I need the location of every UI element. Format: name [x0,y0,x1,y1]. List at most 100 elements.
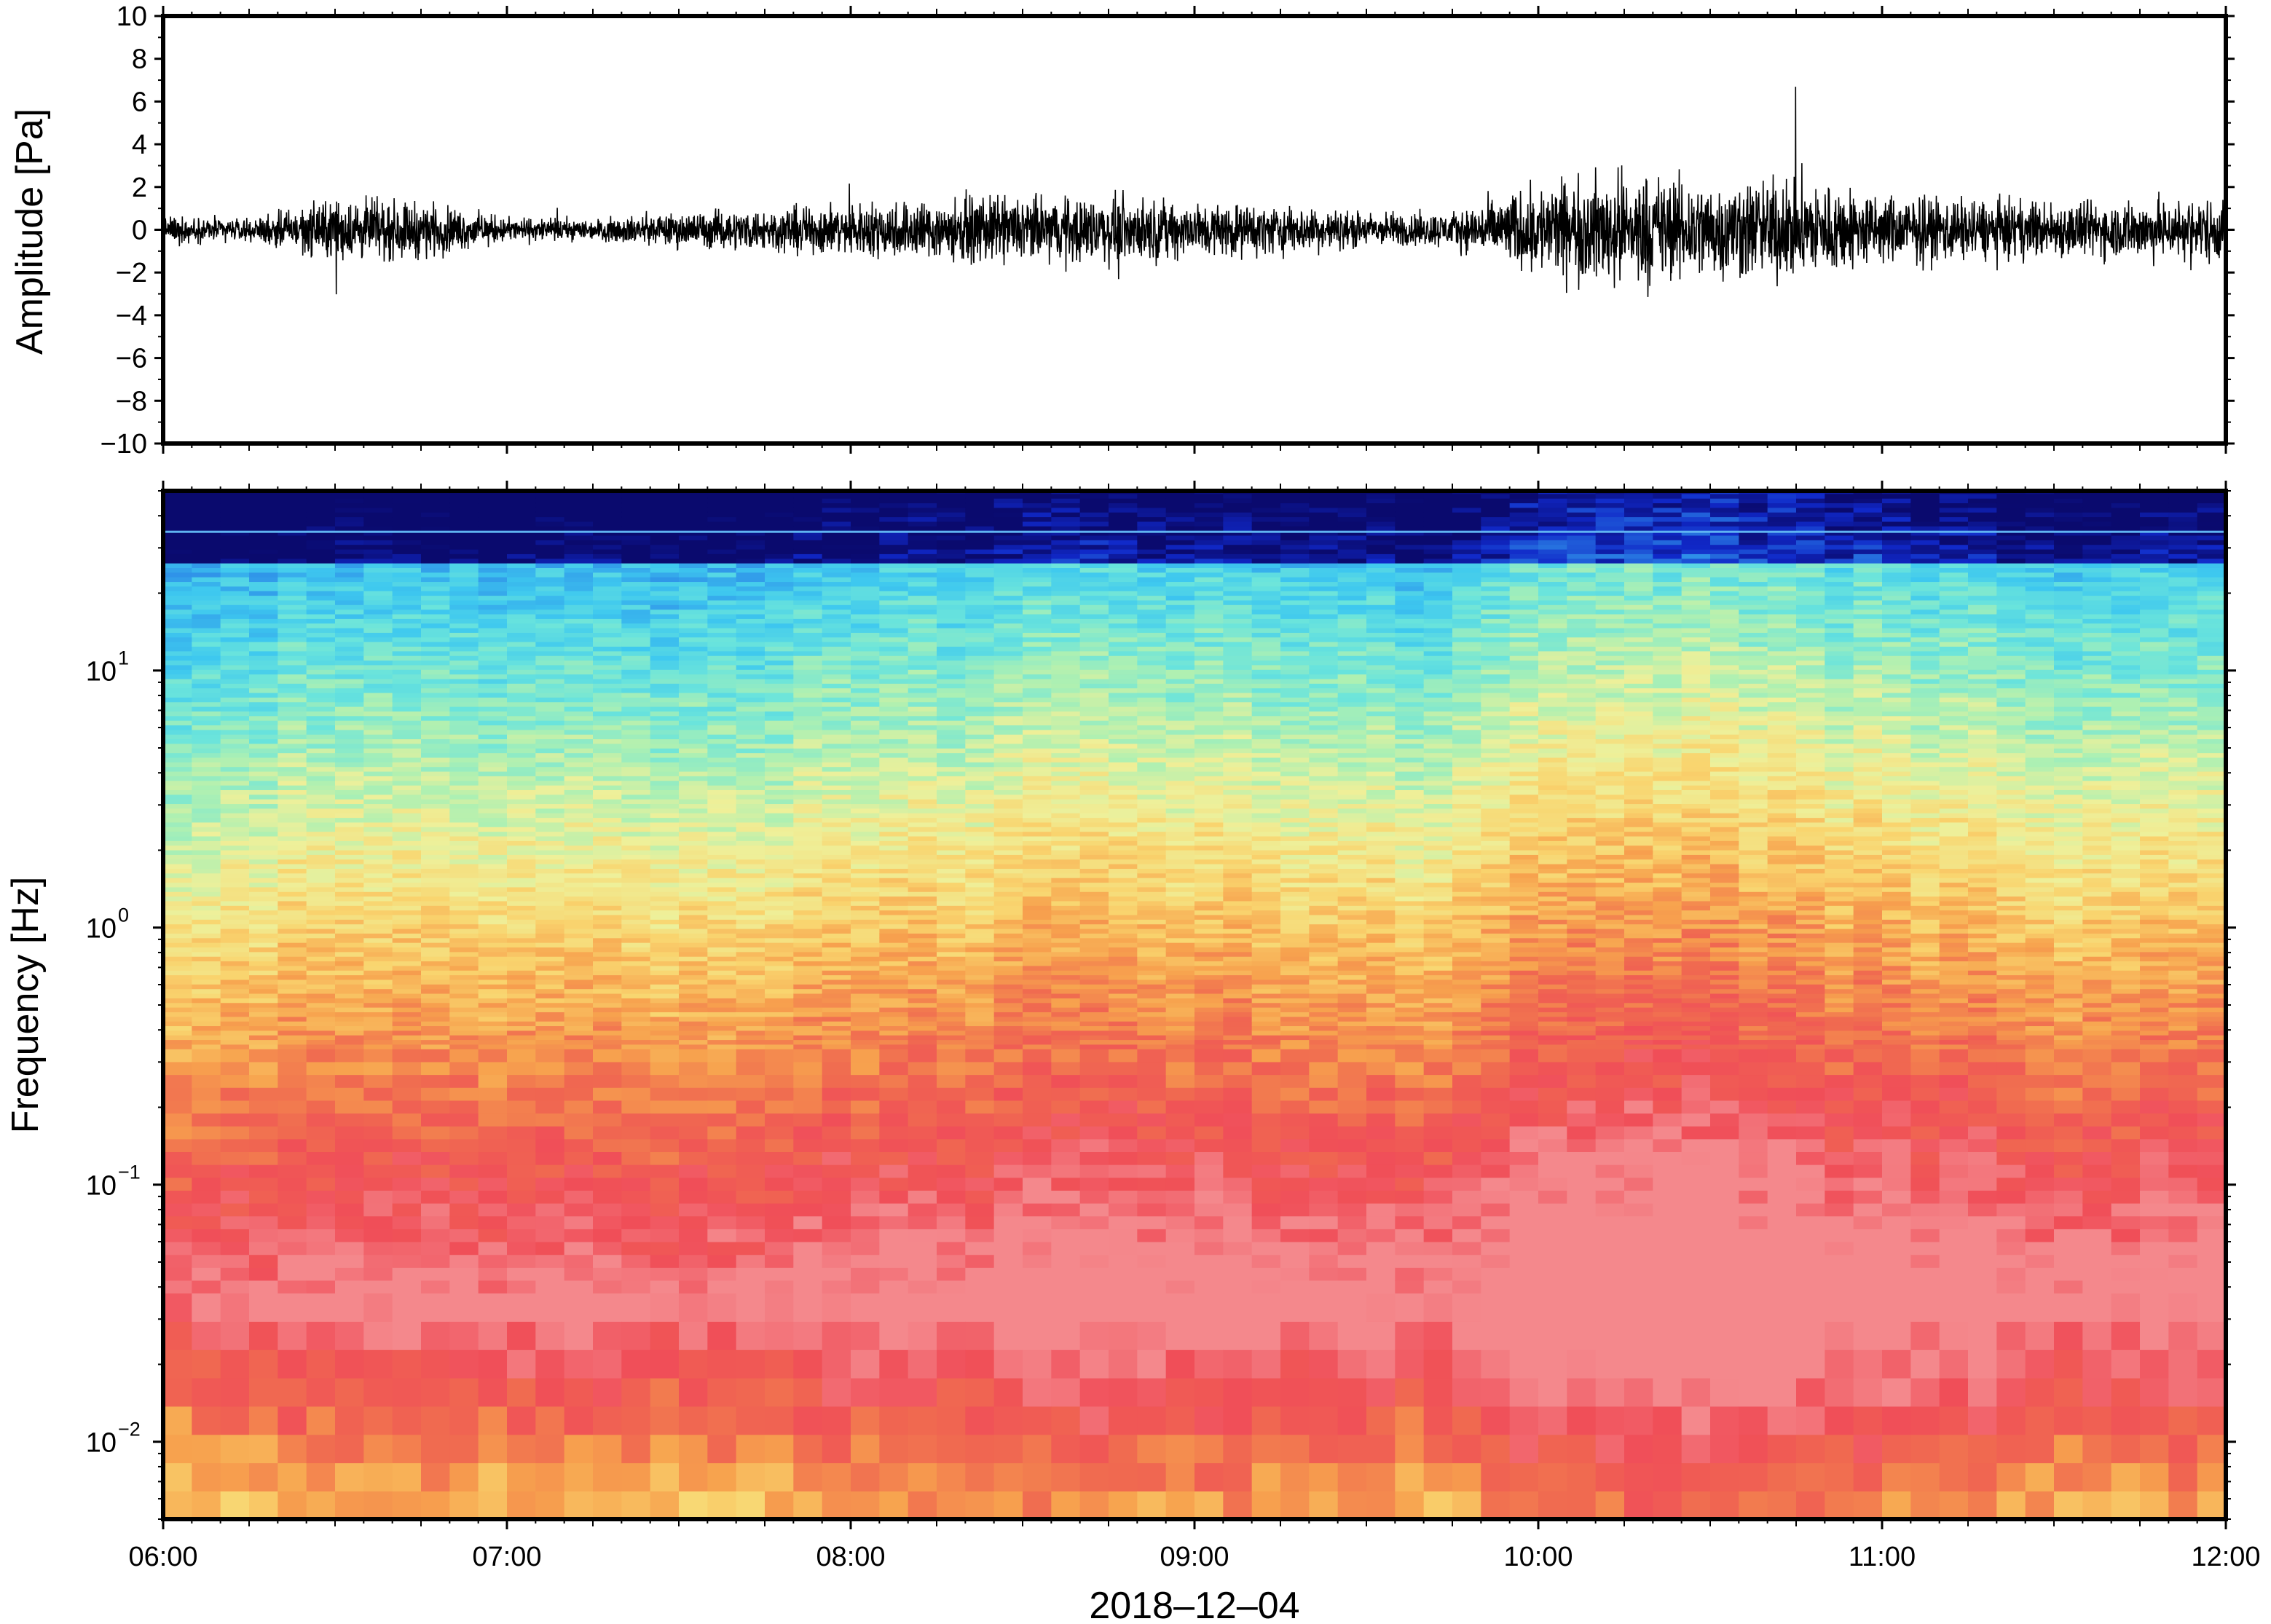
spectrogram-cell [965,969,995,976]
spectrogram-cell [278,1254,307,1268]
spectrogram-cell [335,609,365,615]
spectrogram-cell [937,535,967,540]
spectrogram-cell [650,955,680,962]
spectrogram-cell [392,979,422,985]
spectrogram-cell [564,766,594,772]
spectrogram-cell [1023,1016,1052,1022]
spectrogram-cell [1051,859,1081,864]
spectrogram-cell [621,669,651,675]
spectrogram-cell [249,928,279,934]
spectrogram-cell [249,919,279,925]
spectrogram-cell [478,572,508,578]
spectrogram-cell [278,1377,307,1407]
spectrogram-cell [1023,1177,1052,1191]
spectrogram-cell [937,919,967,925]
spectrogram-cell [449,923,479,929]
spectrogram-cell [593,636,623,642]
spectrogram-cell [1051,1177,1081,1191]
spectrogram-cell [937,493,967,499]
spectrogram-cell [965,1061,995,1076]
spectrogram-cell [507,609,537,615]
spectrogram-cell [650,748,680,754]
spectrogram-cell [879,1190,909,1204]
spectrogram-cell [879,1016,909,1022]
spectrogram-cell [937,540,967,545]
spectrogram-cell [650,998,680,1004]
spectrogram-cell [421,891,451,897]
spectrogram-cell [392,974,422,980]
spectrogram-cell [879,891,909,897]
spectrogram-cell [793,576,823,583]
spectrogram-cell [851,1241,881,1256]
spectrogram-cell [421,757,451,762]
spectrogram-cell [879,984,909,990]
spectrogram-cell [765,697,795,703]
spectrogram-cell [851,1164,881,1178]
spectrogram-cell [1051,900,1081,906]
spectrogram-cell [363,664,393,670]
spectrogram-cell [851,919,881,925]
spectrogram-cell [335,849,365,855]
spectrogram-cell [679,896,709,902]
spectrogram-cell [363,1125,393,1140]
spectrogram-cell [278,969,307,976]
spectrogram-cell [707,1016,737,1022]
spectrogram-cell [564,770,594,776]
spectrogram-cell [306,1177,336,1191]
spectrogram-cell [679,1039,709,1045]
spectrogram-cell [249,502,279,508]
spectrogram-cell [564,683,594,689]
spectrogram-cell [621,905,651,911]
spectrogram-cell [593,900,623,906]
spectrogram-cell [278,618,307,624]
spectrogram-cell [908,618,937,624]
spectrogram-cell [363,572,393,578]
spectrogram-cell [736,701,765,707]
spectrogram-cell [736,507,765,513]
spectrogram-cell [736,1012,765,1017]
spectrogram-cell [564,511,594,518]
spectrogram-cell [363,1434,393,1464]
spectrogram-cell [564,1030,594,1036]
spectrogram-cell [392,618,422,624]
spectrogram-cell [249,646,279,652]
spectrogram-cell [249,1125,279,1140]
spectrogram-cell [822,632,851,638]
spectrogram-cell [650,937,680,943]
spectrogram-cell [278,599,307,605]
spectrogram-cell [249,1406,279,1435]
spectrogram-cell [335,863,365,869]
spectrogram-cell [736,770,765,776]
spectrogram-cell [335,1049,365,1063]
spectrogram-cell [593,1020,623,1027]
spectrogram-cell [822,831,851,837]
spectrogram-cell [707,1049,737,1063]
spectrogram-cell [535,900,565,906]
spectrogram-cell [937,733,967,740]
spectrogram-cell [278,576,307,583]
spectrogram-cell [965,1074,995,1088]
spectrogram-cell [707,891,737,897]
spectrogram-cell [449,562,479,568]
spectrogram-cell [192,1025,221,1031]
spectrogram-cell [765,683,795,689]
spectrogram-cell [965,618,995,624]
spectrogram-cell [478,576,508,583]
spectrogram-cell [306,947,336,953]
spectrogram-cell [679,827,709,832]
spectrogram-cell [908,1462,937,1491]
spectrogram-cell [335,900,365,906]
spectrogram-cell [593,567,623,573]
spectrogram-cell [564,540,594,545]
spectrogram-cell [363,516,393,522]
spectrogram-cell [249,835,279,841]
spectrogram-cell [478,493,508,499]
spectrogram-cell [363,937,393,943]
spectrogram-cell [707,1434,737,1464]
spectrogram-cell [449,1138,479,1153]
spectrogram-cell [278,548,307,554]
spectrogram-cell [851,831,881,837]
spectrogram-cell [965,1164,995,1178]
spectrogram-cell [736,664,765,670]
spectrogram-cell [707,762,737,768]
